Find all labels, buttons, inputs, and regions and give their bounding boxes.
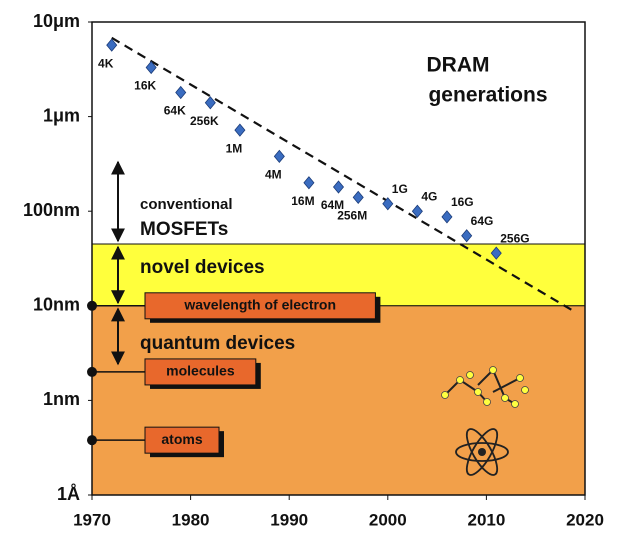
y-tick-label: 1Å <box>57 484 80 504</box>
point-label: 16K <box>134 79 156 93</box>
x-tick-label: 1970 <box>73 510 111 529</box>
point-label: 16M <box>291 194 314 208</box>
atom-dot <box>484 399 491 406</box>
x-tick-label: 2010 <box>467 510 505 529</box>
point-label: 4G <box>421 189 437 203</box>
region-label: quantum devices <box>140 333 295 354</box>
y-tick-label: 10μm <box>33 11 80 31</box>
y-tick-label: 10nm <box>33 295 80 315</box>
point-label: 1G <box>392 182 408 196</box>
x-tick-label: 2000 <box>369 510 407 529</box>
atom-dot <box>467 372 474 379</box>
x-tick-label: 1990 <box>270 510 308 529</box>
callout-label: molecules <box>166 363 235 379</box>
atom-dot <box>475 389 482 396</box>
atom-dot <box>490 367 497 374</box>
region-label: novel devices <box>140 257 265 278</box>
x-tick-label: 2020 <box>566 510 604 529</box>
annotation: MOSFETs <box>140 219 228 240</box>
point-label: 64K <box>164 104 186 118</box>
atom-dot <box>522 387 529 394</box>
atom-dot <box>517 375 524 382</box>
callout-label: wavelength of electron <box>183 297 336 313</box>
point-label: 256M <box>337 209 367 223</box>
annotation: generations <box>428 84 547 107</box>
atom-dot <box>457 377 464 384</box>
callout-dot <box>87 435 97 445</box>
callout-dot <box>87 367 97 377</box>
x-tick-label: 1980 <box>172 510 210 529</box>
annotation: DRAM <box>427 54 490 77</box>
y-tick-label: 1μm <box>43 105 80 125</box>
point-label: 4M <box>265 168 282 182</box>
atom-dot <box>502 395 509 402</box>
callout-label: atoms <box>161 431 202 447</box>
point-label: 16G <box>451 195 474 209</box>
point-label: 4K <box>98 56 114 70</box>
annotation: conventional <box>140 196 233 213</box>
point-label: 64G <box>471 214 494 228</box>
atom-dot <box>442 392 449 399</box>
point-label: 256K <box>190 114 219 128</box>
y-tick-label: 100nm <box>23 200 80 220</box>
y-tick-label: 1nm <box>43 389 80 409</box>
point-label: 256G <box>500 231 529 245</box>
atom-dot <box>512 401 519 408</box>
point-label: 1M <box>226 141 243 155</box>
nucleus <box>478 448 486 456</box>
chart: novel devices quantum devices DRAM generati… <box>0 0 622 538</box>
